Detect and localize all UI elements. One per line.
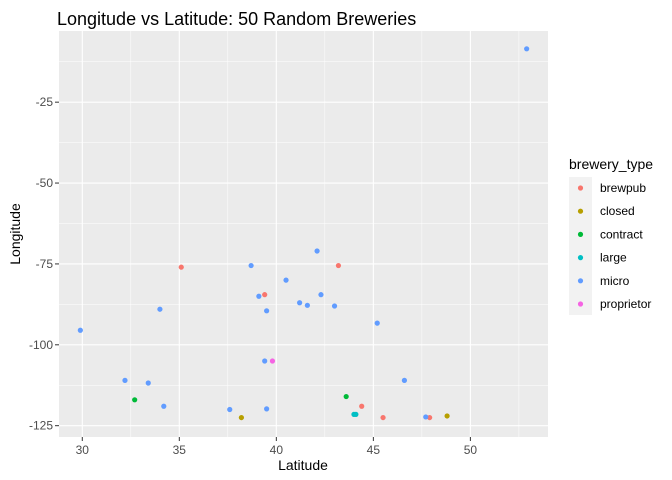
point-micro xyxy=(248,262,254,269)
point-brewpub xyxy=(380,414,386,421)
point-brewpub xyxy=(359,403,365,409)
point-brewpub xyxy=(335,262,342,269)
point-proprietor xyxy=(269,358,276,364)
legend-key-closed xyxy=(577,208,584,214)
legend-label-brewpub: brewpub xyxy=(600,181,646,195)
x-tick-label: 40 xyxy=(270,443,284,457)
point-micro xyxy=(77,327,83,333)
point-closed xyxy=(238,414,245,421)
point-micro xyxy=(314,248,320,254)
x-tick-label: 30 xyxy=(76,443,90,457)
y-tick-label: -50 xyxy=(36,176,54,190)
point-micro xyxy=(318,292,324,298)
point-micro xyxy=(256,293,262,299)
point-brewpub xyxy=(178,264,184,270)
point-closed xyxy=(444,413,450,419)
point-micro xyxy=(374,320,380,326)
point-micro xyxy=(423,414,429,420)
point-micro xyxy=(262,358,268,364)
point-micro xyxy=(264,406,270,412)
legend-key-background xyxy=(569,177,592,315)
x-axis: 30 35 40 45 50 xyxy=(76,437,478,457)
y-axis: -25 -50 -75 -100 -125 xyxy=(29,95,59,433)
point-micro xyxy=(283,277,289,283)
minor-gridlines xyxy=(59,31,548,437)
y-tick-label: -125 xyxy=(29,419,53,433)
y-tick-label: -75 xyxy=(36,257,54,271)
point-micro xyxy=(227,406,233,413)
point-brewpub xyxy=(262,292,268,298)
legend-label-micro: micro xyxy=(600,274,630,288)
point-micro xyxy=(145,380,151,386)
legend-key-micro xyxy=(577,278,584,284)
chart-title: Longitude vs Latitude: 50 Random Breweri… xyxy=(57,9,416,29)
x-tick-label: 35 xyxy=(173,443,187,457)
major-gridlines xyxy=(59,31,548,437)
legend-key-brewpub xyxy=(577,185,584,191)
legend: brewery_type brewpub closed contract large m… xyxy=(569,156,653,315)
point-micro xyxy=(161,403,167,409)
point-micro xyxy=(122,377,128,383)
point-contract xyxy=(343,393,349,400)
point-micro xyxy=(524,46,530,52)
legend-key-large xyxy=(577,255,584,261)
point-micro xyxy=(264,308,270,314)
x-tick-label: 50 xyxy=(464,443,478,457)
data-points xyxy=(77,46,530,421)
point-large xyxy=(353,411,359,417)
legend-label-proprietor: proprietor xyxy=(600,297,651,311)
point-brewpub xyxy=(427,414,433,421)
legend-title: brewery_type xyxy=(569,156,653,172)
legend-label-closed: closed xyxy=(600,204,635,218)
legend-label-contract: contract xyxy=(600,227,643,241)
y-tick-label: -25 xyxy=(36,95,54,109)
plot-panel xyxy=(59,31,548,437)
y-tick-label: -100 xyxy=(29,338,53,352)
x-tick-label: 45 xyxy=(367,443,381,457)
y-axis-title: Longitude xyxy=(7,203,23,265)
legend-key-contract xyxy=(577,231,584,237)
point-micro xyxy=(331,303,338,309)
point-micro xyxy=(304,302,310,308)
x-axis-title: Latitude xyxy=(278,457,328,473)
point-micro xyxy=(157,306,163,312)
legend-entries: brewpub closed contract large micro proprieto… xyxy=(577,181,651,311)
legend-label-large: large xyxy=(600,251,627,265)
point-contract xyxy=(132,397,138,403)
point-micro xyxy=(297,300,303,306)
legend-key-proprietor xyxy=(577,301,584,307)
point-micro xyxy=(401,377,408,383)
